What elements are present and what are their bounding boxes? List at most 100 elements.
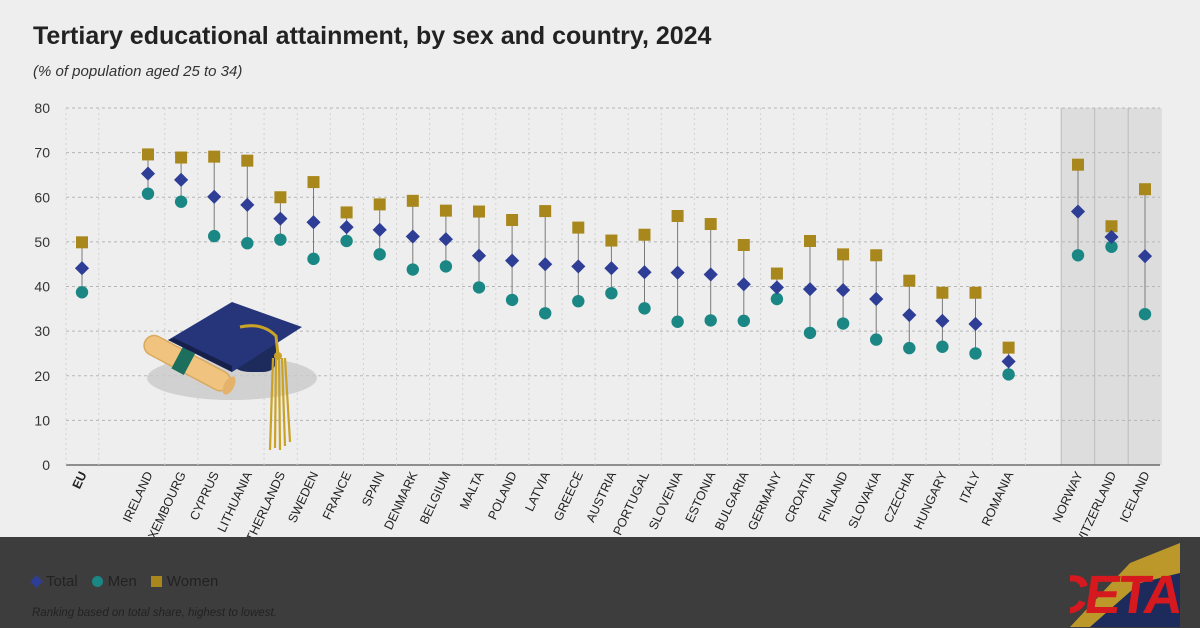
point-men — [472, 281, 486, 294]
point-total — [968, 316, 983, 332]
y-tick-label: 60 — [34, 189, 50, 205]
point-women — [936, 286, 949, 299]
point-men — [439, 260, 453, 273]
x-tick-label: CROATIA — [782, 469, 818, 525]
x-tick-label: AUSTRIA — [584, 469, 620, 525]
point-men — [340, 234, 353, 248]
x-tick-label: FINLAND — [816, 469, 851, 523]
point-total — [736, 277, 751, 292]
legend-item-total: Total — [30, 573, 78, 590]
circle-icon — [91, 576, 103, 587]
point-men — [174, 195, 188, 208]
point-total — [405, 229, 420, 244]
point-women — [804, 234, 816, 247]
point-women — [704, 218, 717, 231]
x-tick-label: CZECHIA — [881, 469, 917, 525]
x-tick-label: POLAND — [485, 469, 519, 522]
footnote: Ranking based on total share, highest to… — [32, 607, 277, 619]
point-total — [902, 307, 917, 323]
point-women — [473, 205, 485, 218]
point-men — [936, 340, 949, 353]
point-men — [638, 302, 651, 315]
point-men — [572, 295, 585, 308]
point-total — [1137, 249, 1153, 264]
point-women — [770, 267, 783, 280]
point-women — [969, 286, 982, 299]
point-women — [671, 209, 684, 222]
diamond-icon — [30, 575, 43, 588]
point-total — [1104, 229, 1119, 245]
x-tick-label: ESTONIA — [683, 469, 719, 525]
x-tick-label: MALTA — [457, 469, 487, 512]
point-total — [471, 248, 487, 263]
point-total — [935, 313, 950, 328]
point-men — [406, 263, 419, 276]
point-total — [140, 166, 156, 181]
legend-item-men: Men — [91, 573, 137, 590]
point-women — [340, 206, 353, 219]
x-tick-label: ICELAND — [1117, 469, 1153, 524]
point-women — [737, 238, 750, 251]
point-women — [870, 249, 883, 262]
legend-item-women: Women — [150, 573, 219, 590]
point-men — [671, 315, 684, 328]
x-tick-label: BELGIUM — [417, 469, 453, 526]
point-men — [969, 347, 982, 360]
x-tick-label: ITALY — [957, 469, 984, 505]
chart-title: Tertiary educational attainment, by sex … — [33, 22, 712, 50]
point-men — [803, 326, 817, 340]
point-total — [802, 282, 818, 297]
point-total — [372, 222, 387, 237]
point-total — [207, 189, 222, 204]
legend: Total Men Women — [30, 573, 219, 590]
point-women — [506, 214, 519, 227]
x-tick-label: HUNGARY — [911, 469, 950, 532]
y-tick-label: 20 — [34, 368, 50, 384]
x-tick-label: SLOVENIA — [646, 469, 685, 532]
point-total — [703, 267, 718, 282]
point-men — [1105, 240, 1118, 253]
y-tick-label: 30 — [34, 323, 50, 339]
point-women — [638, 228, 651, 241]
x-tick-label: SWEDEN — [285, 469, 321, 525]
x-tick-label: ROMANIA — [979, 469, 1017, 528]
legend-label-women: Women — [166, 573, 219, 590]
point-total — [505, 253, 520, 268]
x-tick-label: GERMANY — [745, 469, 785, 533]
x-tick-label: EU — [70, 469, 90, 491]
point-total — [1070, 204, 1086, 219]
point-women — [605, 234, 618, 247]
point-total — [1001, 354, 1016, 369]
point-men — [870, 333, 883, 346]
x-tick-label: DENMARK — [381, 469, 420, 532]
point-total — [538, 257, 553, 272]
footer: Total Men Women Ranking based on total s… — [0, 537, 1200, 628]
point-men — [770, 292, 784, 306]
ceta-logo: CETA — [1070, 543, 1180, 627]
point-men — [1071, 249, 1085, 262]
graduation-cap-illustration — [143, 302, 317, 451]
y-tick-label: 80 — [34, 100, 50, 116]
point-men — [373, 248, 386, 261]
x-tick-label: SLOVAKIA — [845, 469, 884, 531]
point-women — [406, 194, 419, 207]
y-tick-label: 70 — [34, 145, 50, 161]
chart-subtitle: (% of population aged 25 to 34) — [33, 63, 243, 80]
point-total — [438, 232, 453, 247]
point-total — [836, 282, 851, 298]
point-men — [307, 252, 320, 266]
svg-text:CETA: CETA — [1070, 565, 1180, 625]
point-women — [142, 148, 154, 161]
point-women — [837, 248, 850, 261]
point-women — [1002, 341, 1015, 354]
x-tick-label: NORWAY — [1050, 469, 1086, 525]
point-women — [903, 274, 916, 287]
point-women — [439, 204, 452, 217]
point-total — [869, 291, 884, 307]
x-tick-label: SPAIN — [359, 469, 387, 508]
y-tick-label: 40 — [34, 279, 50, 295]
point-men — [737, 314, 750, 328]
point-total — [604, 261, 619, 276]
point-total — [769, 280, 784, 295]
